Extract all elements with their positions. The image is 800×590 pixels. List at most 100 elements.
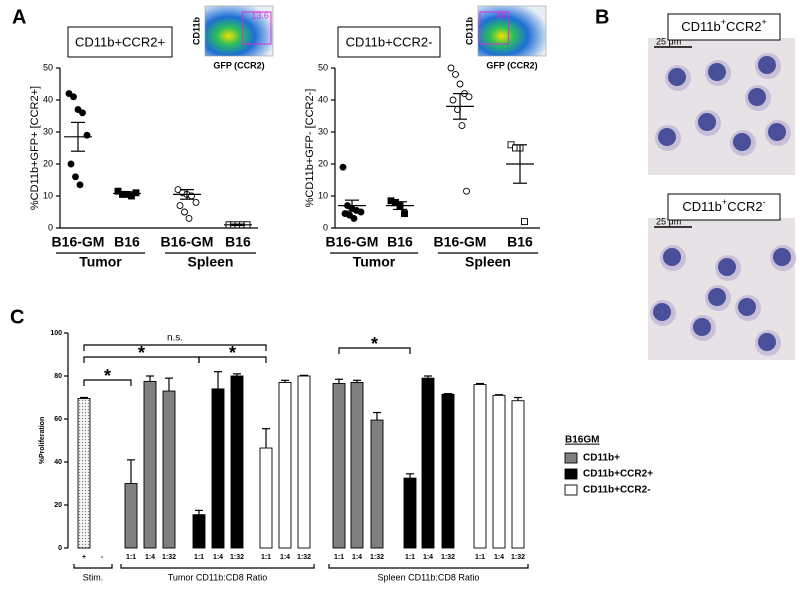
data-point bbox=[463, 187, 470, 195]
x-tick-label: 1:1 bbox=[475, 554, 485, 561]
x-tick-label: 1:32 bbox=[441, 554, 455, 561]
cell-nucleus bbox=[738, 298, 756, 316]
x-tick-label: 1:1 bbox=[405, 554, 415, 561]
image-label: CD11b+CCR2- bbox=[682, 197, 765, 214]
y-tick-label: 20 bbox=[318, 158, 328, 168]
x-tick-label: 1:1 bbox=[126, 554, 136, 561]
label-part: CD11b bbox=[682, 199, 722, 214]
x-tick-label: 1:32 bbox=[297, 554, 311, 561]
cell-nucleus bbox=[668, 68, 686, 86]
x-tick-label: B16 bbox=[114, 234, 140, 250]
legend-label: CD11b+CCR2+ bbox=[583, 469, 653, 480]
significance-bracket bbox=[83, 379, 132, 386]
y-axis-label: %Proliferation bbox=[39, 417, 46, 464]
data-point bbox=[185, 214, 193, 222]
group-label: Stim. bbox=[83, 572, 104, 582]
data-point bbox=[76, 181, 84, 189]
group-label: Spleen bbox=[188, 254, 234, 270]
bar bbox=[143, 380, 157, 549]
chart-title: CD11b+CCR2+ bbox=[75, 34, 165, 49]
y-tick-label: 20 bbox=[54, 502, 62, 509]
significance-label: n.s. bbox=[167, 333, 183, 344]
bar bbox=[211, 388, 225, 549]
legend-swatch bbox=[564, 452, 578, 464]
y-tick-label: 20 bbox=[43, 158, 53, 168]
x-tick-label: 1:4 bbox=[145, 554, 155, 561]
cell-nucleus bbox=[653, 303, 671, 321]
group-bracket bbox=[120, 564, 315, 569]
cell-nucleus bbox=[718, 258, 736, 276]
x-tick-label: 1:32 bbox=[230, 554, 244, 561]
group-bracket bbox=[328, 564, 529, 569]
y-tick-label: 0 bbox=[323, 222, 328, 232]
legend-title: B16GM bbox=[565, 435, 599, 446]
cell-nucleus bbox=[708, 63, 726, 81]
x-tick-label: B16-GM bbox=[326, 234, 379, 250]
group-label: Tumor bbox=[79, 254, 122, 270]
data-point bbox=[67, 160, 75, 168]
y-tick-label: 50 bbox=[43, 62, 53, 72]
significance-bracket bbox=[83, 344, 267, 351]
flow-plot bbox=[204, 5, 274, 57]
bar bbox=[350, 382, 364, 549]
x-tick-label: B16 bbox=[225, 234, 251, 250]
x-tick-label: B16-GM bbox=[161, 234, 214, 250]
data-point bbox=[458, 122, 466, 130]
x-tick-label: B16 bbox=[507, 234, 533, 250]
scale-bar-label: 25 μm bbox=[656, 216, 681, 226]
data-point bbox=[79, 109, 86, 117]
panel-letter: B bbox=[595, 6, 609, 28]
bar bbox=[124, 483, 138, 549]
data-point bbox=[176, 202, 184, 210]
y-axis-label: %CD11b+GFP- [CCR2-] bbox=[304, 89, 316, 208]
data-point bbox=[192, 198, 200, 206]
significance-bracket bbox=[338, 347, 411, 354]
panel-letter: A bbox=[12, 6, 26, 28]
x-tick-label: B16-GM bbox=[52, 234, 105, 250]
cell-nucleus bbox=[758, 333, 776, 351]
significance-bracket bbox=[198, 356, 267, 363]
y-tick-label: 0 bbox=[58, 545, 62, 552]
x-tick-label: B16 bbox=[387, 234, 413, 250]
x-tick-label: 1:1 bbox=[334, 554, 344, 561]
x-tick-label: - bbox=[101, 554, 104, 561]
flow-plot bbox=[477, 5, 547, 57]
gate bbox=[479, 11, 510, 45]
bar bbox=[441, 393, 455, 549]
x-tick-label: 1:32 bbox=[162, 554, 176, 561]
bar bbox=[297, 375, 311, 549]
x-tick-label: 1:1 bbox=[194, 554, 204, 561]
bar bbox=[162, 390, 176, 549]
bar bbox=[77, 398, 91, 549]
bar bbox=[403, 477, 417, 549]
data-point bbox=[452, 70, 459, 78]
y-tick-label: 10 bbox=[318, 190, 328, 200]
inset-x-label: GFP (CCR2) bbox=[486, 60, 537, 70]
y-tick-label: 40 bbox=[43, 94, 53, 104]
y-tick-label: 30 bbox=[318, 126, 328, 136]
data-point bbox=[132, 189, 140, 197]
gate-value: 13.6 bbox=[251, 10, 269, 20]
significance-label: * bbox=[104, 366, 111, 386]
bar bbox=[421, 377, 435, 549]
y-tick-label: 40 bbox=[54, 459, 62, 466]
inset-y-label: CD11b bbox=[464, 16, 474, 45]
significance-label: * bbox=[138, 343, 145, 363]
data-point bbox=[72, 173, 79, 181]
superscript: + bbox=[721, 17, 726, 27]
cell-nucleus bbox=[733, 133, 751, 151]
bar bbox=[332, 383, 346, 549]
superscript: - bbox=[763, 197, 766, 207]
legend-label: CD11b+CCR2- bbox=[583, 485, 651, 496]
label-box bbox=[667, 193, 781, 221]
cell-nucleus bbox=[663, 248, 681, 266]
gate bbox=[241, 11, 272, 45]
bar bbox=[230, 375, 244, 549]
data-point bbox=[447, 64, 455, 72]
y-tick-label: 10 bbox=[43, 190, 53, 200]
bar bbox=[192, 514, 206, 549]
cell-nucleus bbox=[658, 128, 676, 146]
superscript: + bbox=[761, 17, 766, 27]
data-point bbox=[350, 214, 358, 222]
y-tick-label: 50 bbox=[318, 62, 328, 72]
